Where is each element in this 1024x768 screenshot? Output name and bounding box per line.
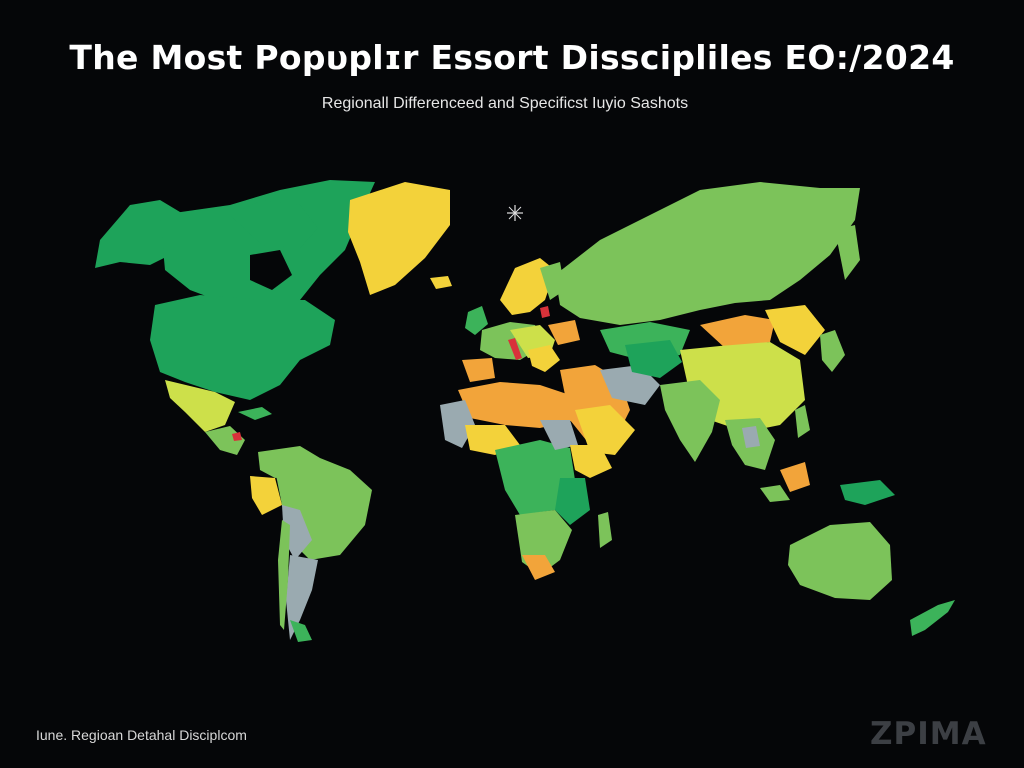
region-italy-red xyxy=(508,338,522,360)
region-south-africa xyxy=(522,555,555,580)
compass-star-icon xyxy=(507,205,523,221)
region-korea-japan xyxy=(820,330,845,372)
region-philippines xyxy=(795,405,810,438)
region-united-states xyxy=(150,295,335,400)
africa xyxy=(440,382,612,580)
region-east-africa xyxy=(555,478,590,525)
region-peru xyxy=(250,476,282,515)
region-madagascar xyxy=(598,512,612,548)
region-indonesia-green xyxy=(760,485,790,502)
south-america xyxy=(250,446,372,642)
watermark-logo: ZPIMA xyxy=(870,716,987,752)
region-north-africa xyxy=(458,382,575,428)
region-ethiopia xyxy=(570,445,612,478)
europe xyxy=(462,258,580,382)
region-scandinavia xyxy=(500,258,555,315)
region-greenland xyxy=(348,182,450,295)
region-uk xyxy=(465,306,488,335)
region-balkans xyxy=(528,345,560,372)
region-iberia xyxy=(462,358,495,382)
region-new-zealand xyxy=(910,600,955,636)
region-australia xyxy=(788,522,892,600)
region-patagonia xyxy=(290,620,312,642)
region-arctic-islands xyxy=(230,200,318,248)
region-indochina-gray xyxy=(742,426,760,448)
oceania xyxy=(788,522,955,636)
page-subtitle: Regionall Differenceed and Specificst Iu… xyxy=(321,95,689,112)
region-hudson-bay xyxy=(250,250,292,290)
region-iran xyxy=(600,365,660,405)
region-argentina xyxy=(286,555,318,640)
region-russia xyxy=(555,182,860,325)
region-ukraine xyxy=(548,320,580,345)
region-arabia xyxy=(575,405,635,455)
region-caribbean xyxy=(238,407,272,420)
region-iceland xyxy=(430,276,452,289)
region-poland-red xyxy=(540,306,550,318)
region-central-america xyxy=(205,426,245,455)
asia xyxy=(555,182,895,505)
footer-label: Iune. Regioan Detahal Disciplcom xyxy=(36,727,247,743)
region-kamchatka xyxy=(835,225,860,280)
north-america xyxy=(95,180,375,455)
region-east-china xyxy=(765,305,825,355)
region-central-africa xyxy=(495,440,575,515)
region-bolivia-paraguay xyxy=(282,505,312,560)
region-central-asia xyxy=(625,340,682,378)
region-indonesia-orange xyxy=(780,462,810,492)
region-sudan xyxy=(540,420,578,450)
region-central-red xyxy=(232,432,242,441)
region-chile xyxy=(278,520,290,630)
region-mexico xyxy=(165,380,235,432)
region-west-africa xyxy=(440,400,475,448)
page-title: The Most Popυplɪr Essort Disscipliles EO… xyxy=(69,38,955,77)
region-mongolia xyxy=(700,315,775,348)
region-new-guinea xyxy=(840,480,895,505)
region-india xyxy=(660,380,720,462)
